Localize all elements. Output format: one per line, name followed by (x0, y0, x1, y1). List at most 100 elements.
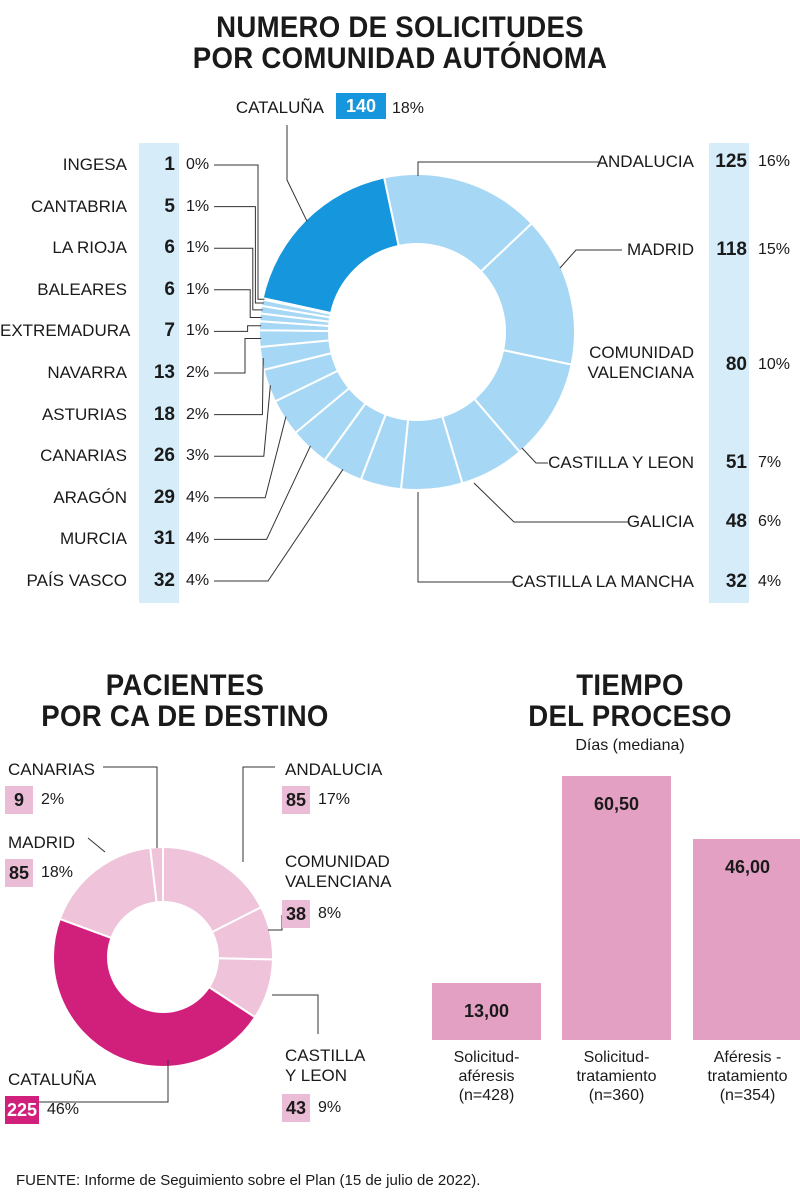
value-castilla-la-mancha: 32 (725, 571, 747, 592)
chart2-title: PACIENTES POR CA DE DESTINO (41, 669, 329, 733)
value-baleares: 6 (164, 278, 175, 300)
bar-value-0: 13,00 (463, 1001, 510, 1022)
bar-1 (562, 776, 671, 1040)
label-canarias: CANARIAS (40, 446, 127, 466)
donut2-label-madrid: MADRID (8, 833, 76, 852)
value-la-rioja: 6 (164, 237, 175, 259)
value-galicia: 48 (725, 511, 747, 532)
pct-galicia: 6% (758, 513, 782, 530)
value-castilla-y-leon: 51 (725, 452, 747, 473)
leader-navarra (214, 338, 262, 374)
donut2-value-andalucia: 85 (282, 786, 310, 814)
pct-extremadura: 1% (186, 322, 210, 340)
leader-extremadura (214, 325, 262, 332)
value-andalucia: 125 (715, 151, 747, 172)
donut2-label-castilla-y-leon: CASTILLA Y LEON (285, 1046, 366, 1085)
value-navarra: 13 (153, 362, 175, 383)
pct-aragon: 4% (186, 488, 210, 506)
bar-2 (693, 839, 800, 1040)
leader-cantabria (214, 206, 264, 304)
pct-castilla-y-leon: 7% (758, 454, 782, 471)
bar-value-1: 60,50 (593, 794, 640, 814)
leader-cataluna (286, 125, 308, 222)
label-castilla-y-leon: CASTILLA Y LEON (548, 453, 694, 472)
donut2-slice-madrid (58, 846, 158, 940)
label-madrid: MADRID (626, 240, 694, 259)
leader-asturias (214, 358, 264, 416)
value-extremadura: 7 (164, 320, 175, 342)
label-navarra: NAVARRA (47, 363, 127, 382)
chart1-title: NUMERO DE SOLICITUDES POR COMUNIDAD AUTÓ… (192, 11, 608, 75)
label-comunidad-valenciana: COMUNIDAD VALENCIANA (587, 343, 694, 382)
donut2-leader-cataluna (33, 1060, 169, 1103)
donut2-slice-canarias (149, 845, 164, 904)
label-cataluna: CATALUÑA (235, 98, 324, 117)
pct-baleares: 1% (186, 280, 210, 298)
source-note: FUENTE: Informe de Seguimiento sobre el … (16, 1172, 481, 1189)
pct-asturias: 2% (186, 405, 210, 423)
label-murcia: MURCIA (59, 529, 127, 549)
donut2-pct-castilla-y-leon: 9% (318, 1099, 342, 1116)
label-aragon: ARAGÓN (53, 487, 127, 507)
leader-canarias (214, 385, 271, 457)
donut2-label-cataluna: CATALUÑA (8, 1070, 97, 1089)
donut2-label-comunidad-valenciana: COMUNIDAD VALENCIANA (285, 852, 392, 891)
right-value-column (709, 143, 749, 603)
label-extremadura: EXTREMADURA (0, 321, 131, 341)
pct-pais-vasco: 4% (186, 572, 210, 589)
donut2-value-madrid: 85 (5, 859, 33, 887)
value-murcia: 31 (153, 528, 175, 550)
donut2-value-castilla-y-leon: 43 (282, 1094, 310, 1122)
label-andalucia: ANDALUCIA (596, 152, 694, 171)
value-madrid: 118 (716, 239, 747, 260)
chart3-ylabel: Días (mediana) (575, 737, 685, 754)
value-aragon: 29 (153, 486, 175, 508)
label-castilla-la-mancha: CASTILLA LA MANCHA (511, 572, 694, 591)
label-asturias: ASTURIAS (41, 404, 127, 424)
chart3-title: TIEMPO DEL PROCESO (528, 669, 732, 733)
pct-cataluna: 18% (392, 100, 425, 117)
pct-canarias: 3% (186, 447, 210, 465)
bar-category-1: Solicitud- tratamiento (n=360) (576, 1049, 657, 1104)
label-pais-vasco: PAÍS VASCO (26, 571, 127, 590)
bar-value-2: 46,00 (724, 857, 771, 878)
donut2-leader-andalucia (242, 766, 275, 862)
leader-aragon (214, 416, 287, 499)
donut2-label-andalucia: ANDALUCIA (285, 760, 383, 779)
pct-ingesa: 0% (186, 156, 210, 173)
donut2-value-canarias: 9 (5, 786, 33, 814)
pct-la-rioja: 1% (186, 239, 210, 257)
pct-comunidad-valenciana: 10% (758, 356, 791, 373)
label-cantabria: CANTABRIA (30, 196, 127, 216)
value-pais-vasco: 32 (153, 570, 175, 591)
label-baleares: BALEARES (37, 279, 127, 299)
leader-galicia (473, 482, 628, 523)
bar-category-0: Solicitud- aféresis (n=428) (453, 1049, 520, 1104)
left-value-column (139, 143, 179, 603)
donut2-pct-madrid: 18% (41, 864, 74, 881)
donut2-pct-cataluna: 46% (47, 1101, 80, 1118)
pct-murcia: 4% (186, 530, 210, 548)
value-canarias: 26 (153, 445, 175, 467)
leader-andalucia (417, 161, 600, 176)
label-ingesa: INGESA (62, 155, 127, 174)
leader-baleares (214, 289, 262, 318)
bar-category-2: Aféresis - tratamiento (n=354) (707, 1049, 788, 1104)
leader-madrid (559, 249, 622, 269)
bar-0 (432, 983, 541, 1040)
donut1-slice-cataluna (261, 176, 400, 315)
value-asturias: 18 (153, 403, 175, 425)
donut2-label-canarias: CANARIAS (8, 760, 95, 779)
leader-pais-vasco (214, 469, 344, 582)
donut2-leader-castilla-y-leon (272, 994, 319, 1034)
leader-la-rioja (214, 247, 263, 311)
leader-castilla-la-mancha (417, 492, 515, 583)
pct-madrid: 15% (758, 241, 791, 258)
value-comunidad-valenciana: 80 (725, 354, 747, 375)
value-cataluna: 140 (336, 93, 386, 119)
donut2-value-cataluna: 225 (5, 1096, 39, 1124)
donut2-pct-canarias: 2% (41, 791, 65, 808)
pct-cantabria: 1% (186, 197, 210, 215)
leader-ingesa (214, 164, 265, 300)
